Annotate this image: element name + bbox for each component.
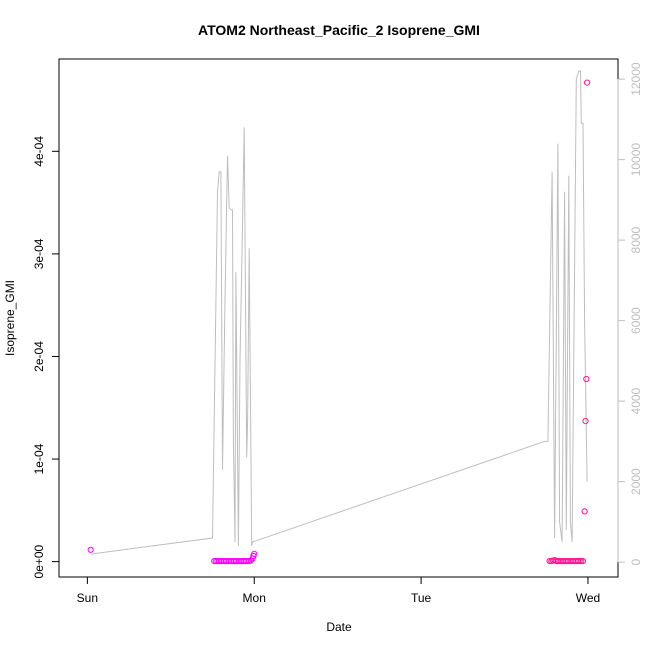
data-point (87, 546, 94, 553)
y-axis-label: Isoprene_GMI (3, 280, 17, 356)
right-y-tick-label: 6000 (629, 307, 643, 334)
x-tick-label: Sun (77, 591, 98, 605)
data-point (251, 550, 258, 558)
data-points-layer (87, 79, 591, 565)
right-y-tick-label: 10000 (629, 143, 643, 177)
x-axis: Sun Mon Tue Wed (77, 576, 600, 605)
altitude-line (90, 70, 588, 555)
y-axis: 0e+00 1e-04 2e-04 3e-04 4e-04 (32, 136, 60, 578)
data-point (576, 558, 583, 565)
chart-title: ATOM2 Northeast_Pacific_2 Isoprene_GMI (198, 22, 480, 38)
y-tick-label: 2e-04 (32, 341, 46, 372)
x-tick-label: Wed (576, 591, 600, 605)
right-y-tick-label: 2000 (629, 468, 643, 495)
data-point (582, 418, 589, 425)
data-point (583, 375, 590, 383)
y-tick-label: 3e-04 (32, 238, 46, 269)
data-point (579, 558, 587, 565)
data-point (581, 508, 588, 515)
y-tick-label: 1e-04 (32, 443, 46, 474)
y-tick-label: 0e+00 (32, 544, 46, 578)
x-tick-label: Mon (243, 591, 266, 605)
data-point (584, 79, 591, 86)
right-y-tick-label: 12000 (629, 62, 643, 96)
right-y-tick-label: 4000 (629, 387, 643, 414)
data-point (578, 558, 585, 565)
y-tick-label: 4e-04 (32, 136, 46, 167)
plot-frame (58, 58, 619, 578)
x-axis-label: Date (326, 620, 352, 634)
right-y-tick-label: 0 (629, 558, 643, 565)
altitude-line-layer (90, 70, 588, 555)
right-y-axis: 0 2000 4000 6000 8000 10000 12000 (617, 62, 643, 565)
right-y-tick-label: 8000 (629, 226, 643, 253)
x-tick-label: Tue (411, 591, 432, 605)
